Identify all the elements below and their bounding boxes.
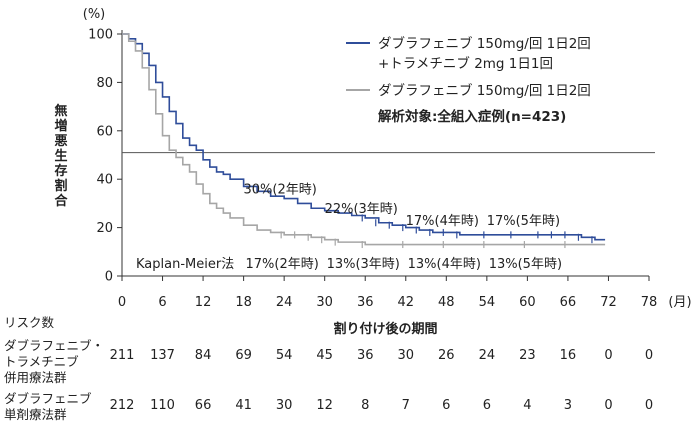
y-tick-label: 0 — [105, 270, 113, 285]
y-tick-label: 60 — [96, 124, 113, 139]
risk-row-name: 併用療法群 — [4, 370, 67, 385]
x-tick-label: 30 — [316, 295, 333, 310]
risk-row-name: ダブラフェニブ — [4, 391, 92, 406]
risk-value: 8 — [361, 398, 369, 413]
x-tick-label: 0 — [118, 295, 126, 310]
risk-value: 212 — [110, 398, 135, 413]
risk-value: 3 — [564, 398, 572, 413]
survival-annotation: 13%(4年時) — [408, 257, 481, 272]
risk-value: 0 — [645, 348, 653, 363]
risk-value: 0 — [645, 398, 653, 413]
x-tick-label: 72 — [600, 295, 617, 310]
x-tick-label: 66 — [560, 295, 577, 310]
survival-annotation: 17%(5年時) — [487, 214, 560, 229]
risk-value: 36 — [357, 348, 374, 363]
risk-table-header: リスク数 — [4, 315, 55, 330]
risk-value: 0 — [604, 348, 612, 363]
risk-value: 45 — [316, 348, 333, 363]
x-tick-label: 78 — [641, 295, 658, 310]
risk-value: 12 — [316, 398, 333, 413]
survival-annotation: 22%(3年時) — [325, 202, 398, 217]
survival-annotation: 30%(2年時) — [243, 182, 316, 197]
risk-value: 41 — [235, 398, 252, 413]
risk-value: 211 — [110, 348, 135, 363]
method-label: Kaplan-Meier法 — [136, 257, 234, 272]
legend-label-combo-line2: +トラメチニブ 2mg 1日1回 — [378, 55, 553, 72]
chart-curves — [122, 33, 606, 249]
series-curve-2 — [122, 33, 606, 246]
survival-annotation: 17%(2年時) — [245, 257, 318, 272]
risk-value: 7 — [402, 398, 410, 413]
chart-tick-labels: 0 20 40 60 80 100 (%) 無増悪生存割合 0 6 12 18 24 30 36 42 48 54… — [54, 7, 691, 337]
risk-row-name: ダブラフェニブ・ — [4, 338, 104, 353]
risk-value: 84 — [195, 348, 212, 363]
x-tick-label: 24 — [276, 295, 293, 310]
legend-label-combo-line1: ダブラフェニブ 150mg/回 1日2回 — [378, 35, 591, 52]
x-axis-label: 割り付け後の期間 — [333, 321, 437, 337]
chart-legend: ダブラフェニブ 150mg/回 1日2回+トラメチニブ 2mg 1日1回ダブラフ… — [346, 35, 591, 125]
y-unit-label: (%) — [83, 7, 106, 22]
x-tick-label: 12 — [195, 295, 212, 310]
x-tick-label: 18 — [235, 295, 252, 310]
risk-value: 4 — [523, 398, 531, 413]
x-tick-label: 36 — [357, 295, 374, 310]
risk-value: 23 — [519, 348, 536, 363]
y-tick-label: 40 — [96, 173, 113, 188]
x-unit-label: (月) — [668, 295, 691, 310]
risk-value: 24 — [479, 348, 496, 363]
risk-value: 30 — [397, 348, 414, 363]
risk-value: 26 — [438, 348, 455, 363]
risk-value: 69 — [235, 348, 252, 363]
risk-value: 0 — [604, 398, 612, 413]
survival-annotation: 13%(3年時) — [327, 257, 400, 272]
risk-value: 54 — [276, 348, 293, 363]
risk-value: 30 — [276, 398, 293, 413]
y-tick-label: 80 — [96, 76, 113, 91]
risk-value: 66 — [195, 398, 212, 413]
risk-value: 110 — [150, 398, 175, 413]
risk-row-name: 単剤療法群 — [4, 407, 67, 422]
y-axis-label: 無増悪生存割合 — [54, 103, 68, 209]
risk-value: 16 — [560, 348, 577, 363]
risk-value: 6 — [442, 398, 450, 413]
x-tick-label: 48 — [438, 295, 455, 310]
series-curve-1 — [122, 33, 606, 241]
chart-annotations: 30%(2年時) 22%(3年時) 17%(4年時) 17%(5年時) 17%(2年時)… — [136, 182, 562, 272]
x-tick-label: 6 — [158, 295, 166, 310]
y-tick-label: 20 — [96, 221, 113, 236]
survival-annotation: 17%(4年時) — [406, 214, 479, 229]
analysis-label: 解析対象:全組入症例(n=423) — [378, 108, 566, 125]
x-tick-label: 42 — [397, 295, 414, 310]
risk-row-name: トラメチニブ — [4, 354, 79, 369]
risk-value: 137 — [150, 348, 175, 363]
survival-annotation: 13%(5年時) — [489, 257, 562, 272]
chart-axes — [121, 30, 655, 277]
x-tick-label: 60 — [519, 295, 536, 310]
legend-label-mono: ダブラフェニブ 150mg/回 1日2回 — [378, 82, 591, 99]
x-tick-label: 54 — [479, 295, 496, 310]
risk-value: 6 — [483, 398, 491, 413]
y-tick-label: 100 — [88, 28, 113, 43]
